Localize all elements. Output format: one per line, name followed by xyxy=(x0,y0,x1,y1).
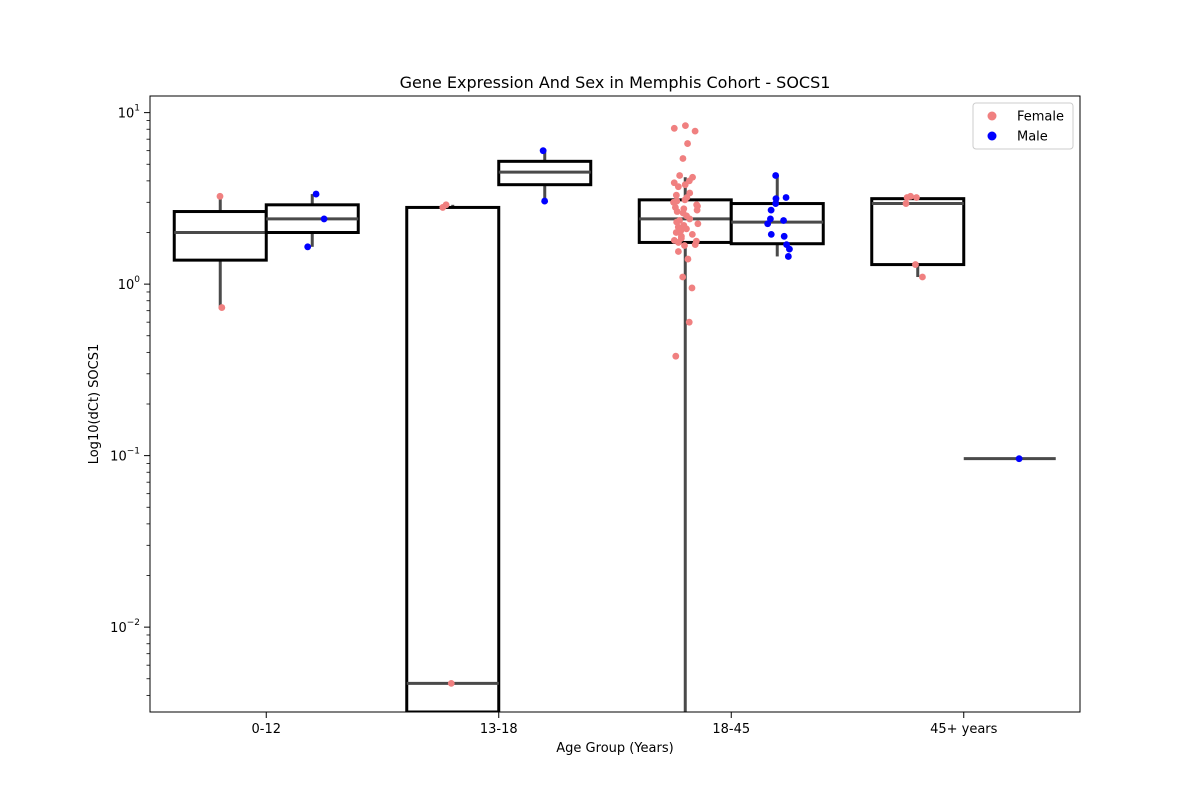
box-body xyxy=(405,205,501,712)
x-tick-label: 45+ years xyxy=(930,722,998,737)
data-point-male xyxy=(539,147,547,155)
x-tick-label: 13-18 xyxy=(480,722,518,737)
y-tick-label-base: 10 xyxy=(118,278,135,293)
data-point-female xyxy=(903,194,911,201)
data-point-male xyxy=(782,194,790,201)
data-point-female xyxy=(681,196,689,204)
data-point-female xyxy=(691,241,699,249)
data-point-female xyxy=(447,679,455,687)
data-point-male xyxy=(786,245,793,253)
data-point-female xyxy=(674,248,682,255)
legend-marker-male xyxy=(987,131,997,141)
box-male-1 xyxy=(497,150,593,203)
data-point-male xyxy=(541,197,549,205)
data-point-female xyxy=(684,255,692,263)
data-point-male xyxy=(772,200,780,207)
x-axis-title: Age Group (Years) xyxy=(556,741,673,756)
data-point-female xyxy=(913,194,920,201)
data-point-male xyxy=(764,220,772,228)
y-tick-label-base: 10 xyxy=(118,107,135,122)
data-point-female xyxy=(902,200,910,207)
data-point-female xyxy=(691,127,699,135)
chart-title: Gene Expression And Sex in Memphis Cohor… xyxy=(400,73,831,92)
data-point-female xyxy=(673,208,681,215)
legend-label-female: Female xyxy=(1017,110,1064,125)
data-point-female xyxy=(672,191,680,199)
y-axis-title: Log10(dCt) SOCS1 xyxy=(87,344,102,465)
y-tick-label: 10−1 xyxy=(110,447,140,465)
data-point-male xyxy=(780,232,788,240)
data-point-female xyxy=(685,318,693,326)
y-tick-label-base: 10 xyxy=(110,450,127,465)
legend: Female Male xyxy=(972,102,1074,150)
data-point-female xyxy=(670,198,677,206)
y-tick-label: 100 xyxy=(118,275,141,293)
data-point-female xyxy=(681,181,689,189)
data-point-female xyxy=(684,140,691,147)
x-tick-label: 18-45 xyxy=(712,722,750,737)
data-point-female xyxy=(686,215,694,223)
data-point-female xyxy=(679,155,687,162)
data-point-male xyxy=(1015,455,1023,463)
data-point-female xyxy=(672,229,680,236)
data-point-female xyxy=(693,206,701,214)
legend-label-male: Male xyxy=(1017,130,1048,145)
data-point-female xyxy=(674,183,682,191)
data-point-female xyxy=(681,242,688,249)
legend-frame xyxy=(972,102,1074,150)
data-point-female xyxy=(218,304,226,311)
box-female-1 xyxy=(405,204,501,712)
data-point-female xyxy=(688,284,696,292)
y-tick-label: 101 xyxy=(118,104,140,122)
data-point-male xyxy=(767,230,775,238)
legend-marker-female xyxy=(987,111,997,121)
box-body xyxy=(172,210,268,262)
box-male-2 xyxy=(729,175,825,257)
plot-inner xyxy=(172,122,1056,712)
data-point-female xyxy=(670,124,678,132)
x-tick-label: 0-12 xyxy=(251,722,281,737)
data-point-female xyxy=(676,172,684,179)
data-point-male xyxy=(304,243,312,251)
data-point-male xyxy=(772,195,780,203)
data-point-female xyxy=(216,192,224,200)
data-point-female xyxy=(683,225,690,233)
box-body xyxy=(729,202,825,246)
data-point-female xyxy=(919,273,926,281)
data-point-male xyxy=(772,172,780,179)
y-tick-label-base: 10 xyxy=(110,621,127,636)
plot-frame xyxy=(149,95,1081,713)
data-point-female xyxy=(679,273,687,281)
data-point-female xyxy=(442,201,450,209)
data-point-male xyxy=(780,217,787,224)
data-point-male xyxy=(767,206,775,214)
data-point-female xyxy=(672,352,680,360)
box-body xyxy=(870,197,966,267)
data-point-female xyxy=(682,122,689,130)
data-point-female xyxy=(675,239,682,246)
y-tick-label-exponent: −1 xyxy=(127,447,140,457)
data-point-male xyxy=(784,253,792,260)
y-tick-label: 10−2 xyxy=(110,618,140,636)
data-point-male xyxy=(312,190,320,198)
box-male-0 xyxy=(264,194,360,247)
box-female-0 xyxy=(172,196,268,309)
y-tick-label-exponent: 1 xyxy=(134,104,140,114)
data-point-female xyxy=(912,261,919,268)
data-point-female xyxy=(694,220,702,228)
y-tick-label-exponent: 0 xyxy=(134,275,140,285)
y-tick-label-exponent: −2 xyxy=(127,618,140,628)
data-point-male xyxy=(320,215,328,223)
data-point-female xyxy=(688,230,696,238)
